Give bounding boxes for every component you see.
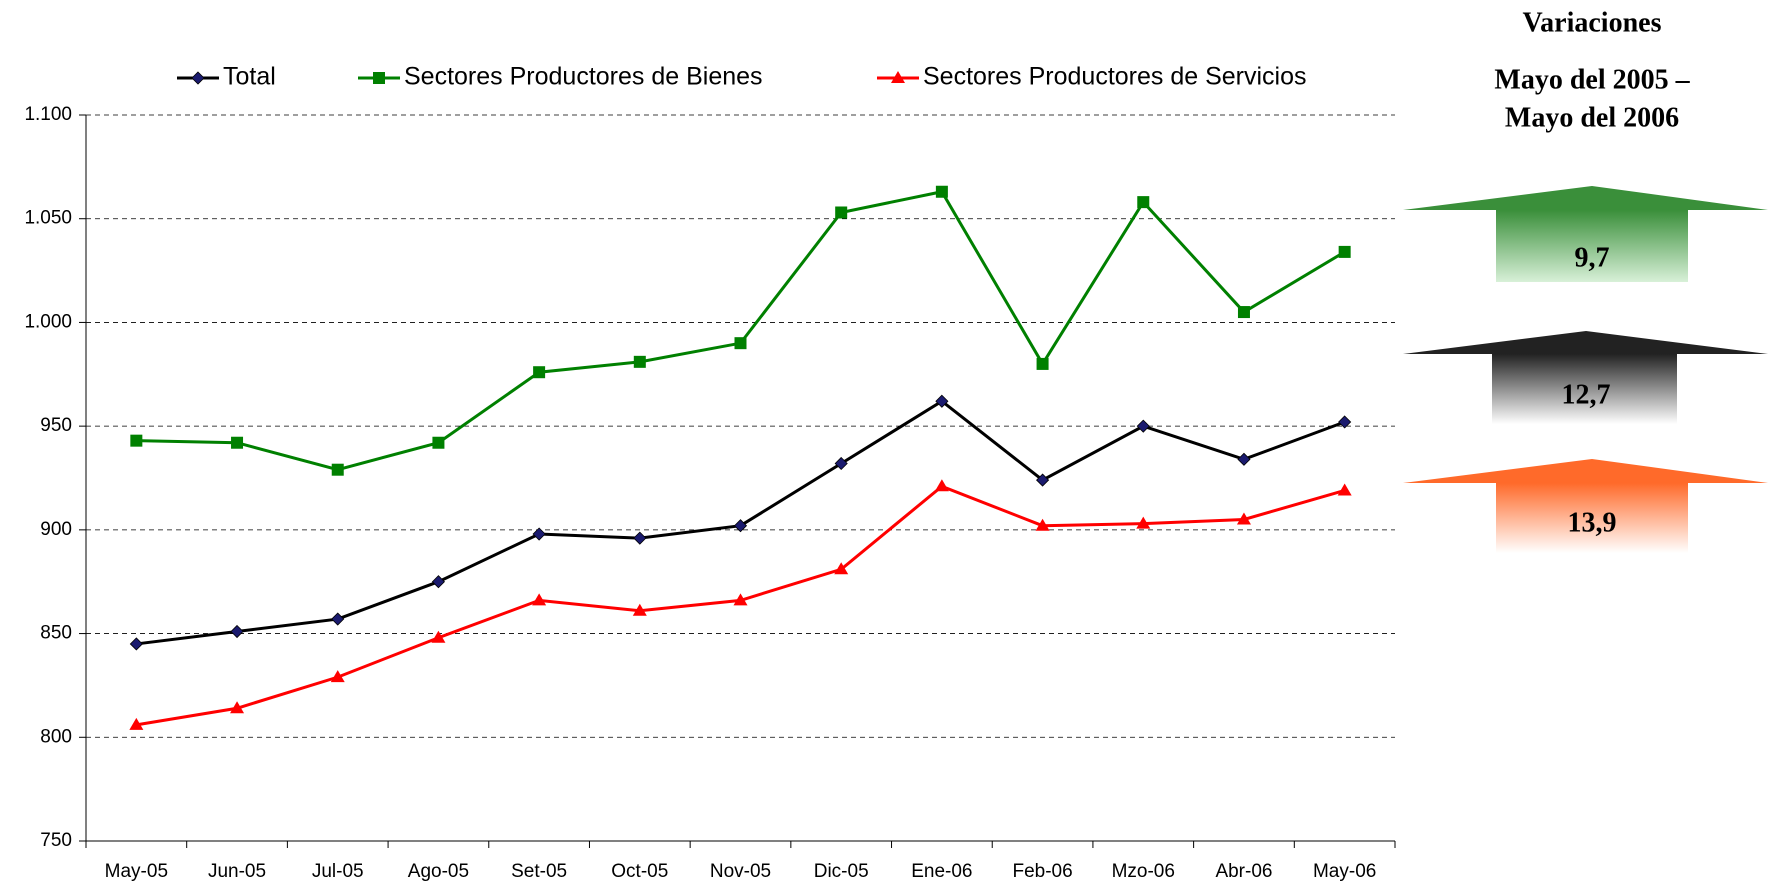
marker bbox=[432, 436, 445, 449]
marker bbox=[1136, 419, 1150, 433]
marker bbox=[935, 185, 948, 198]
marker bbox=[935, 394, 949, 408]
marker bbox=[230, 701, 245, 714]
x-tick-label: Oct-05 bbox=[611, 861, 668, 882]
marker bbox=[331, 463, 344, 476]
marker bbox=[129, 717, 144, 730]
x-tick-label: Feb-06 bbox=[1012, 861, 1072, 882]
y-tick-label: 800 bbox=[40, 726, 72, 747]
marker bbox=[733, 519, 748, 533]
x-tick-label: May-05 bbox=[105, 861, 168, 882]
marker bbox=[1338, 245, 1351, 258]
x-tick-label: Jul-05 bbox=[312, 861, 364, 882]
marker bbox=[1338, 415, 1352, 429]
arrow: 9,7 bbox=[1403, 186, 1768, 282]
x-tick-label: Nov-05 bbox=[710, 861, 771, 882]
x-tick-label: May-06 bbox=[1313, 861, 1376, 882]
marker bbox=[633, 531, 647, 545]
series-line bbox=[136, 190, 1346, 472]
marker bbox=[1036, 357, 1049, 370]
arrow-label: 12,7 bbox=[1562, 379, 1611, 410]
marker bbox=[532, 593, 547, 606]
x-tick-label: Set-05 bbox=[511, 861, 567, 882]
arrow: 12,7 bbox=[1403, 331, 1768, 424]
arrow-label: 9,7 bbox=[1575, 242, 1610, 273]
y-tick-label: 1.050 bbox=[24, 208, 72, 229]
x-tick-label: Mzo-06 bbox=[1112, 861, 1175, 882]
y-tick-label: 950 bbox=[40, 415, 72, 436]
marker bbox=[191, 71, 205, 85]
marker bbox=[1137, 196, 1150, 209]
x-tick-label: Jun-05 bbox=[208, 861, 266, 882]
x-tick-label: Abr-06 bbox=[1215, 861, 1272, 882]
legend-label: Sectores Productores de Bienes bbox=[404, 63, 763, 91]
legend-label: Sectores Productores de Servicios bbox=[923, 63, 1307, 91]
marker bbox=[533, 366, 546, 379]
marker bbox=[934, 479, 949, 492]
marker bbox=[373, 72, 385, 84]
marker bbox=[431, 575, 445, 589]
panel-subtitle: Mayo del 2006 bbox=[1505, 102, 1679, 133]
marker bbox=[1136, 516, 1151, 529]
arrow: 13,9 bbox=[1403, 459, 1768, 553]
x-tick-label: Ago-05 bbox=[408, 861, 469, 882]
marker bbox=[633, 355, 646, 368]
marker bbox=[834, 562, 849, 575]
marker bbox=[1035, 518, 1050, 531]
y-tick-label: 850 bbox=[40, 623, 72, 644]
marker bbox=[331, 612, 345, 626]
marker bbox=[891, 71, 905, 83]
marker bbox=[1337, 483, 1352, 496]
marker bbox=[834, 456, 848, 471]
y-tick-label: 900 bbox=[40, 519, 72, 540]
marker bbox=[734, 337, 747, 350]
x-tick-label: Dic-05 bbox=[814, 861, 869, 882]
marker bbox=[130, 434, 143, 447]
panel-title: Variaciones bbox=[1523, 7, 1662, 38]
y-tick-label: 1.000 bbox=[24, 311, 72, 332]
marker bbox=[1036, 473, 1050, 487]
y-tick-label: 1.100 bbox=[24, 104, 72, 125]
arrow-label: 13,9 bbox=[1568, 507, 1617, 538]
marker bbox=[532, 527, 546, 541]
y-tick-label: 750 bbox=[40, 830, 72, 851]
marker bbox=[330, 670, 345, 683]
marker bbox=[835, 206, 848, 219]
marker bbox=[1237, 306, 1250, 319]
marker bbox=[431, 630, 446, 643]
marker bbox=[733, 593, 748, 606]
marker bbox=[230, 624, 244, 639]
marker bbox=[1237, 452, 1251, 466]
marker bbox=[129, 637, 143, 651]
marker bbox=[632, 603, 647, 616]
legend-label: Total bbox=[223, 63, 276, 91]
panel-subtitle: Mayo del 2005 – bbox=[1494, 64, 1690, 95]
x-tick-label: Ene-06 bbox=[911, 861, 972, 882]
marker bbox=[1236, 512, 1251, 525]
marker bbox=[231, 436, 244, 449]
